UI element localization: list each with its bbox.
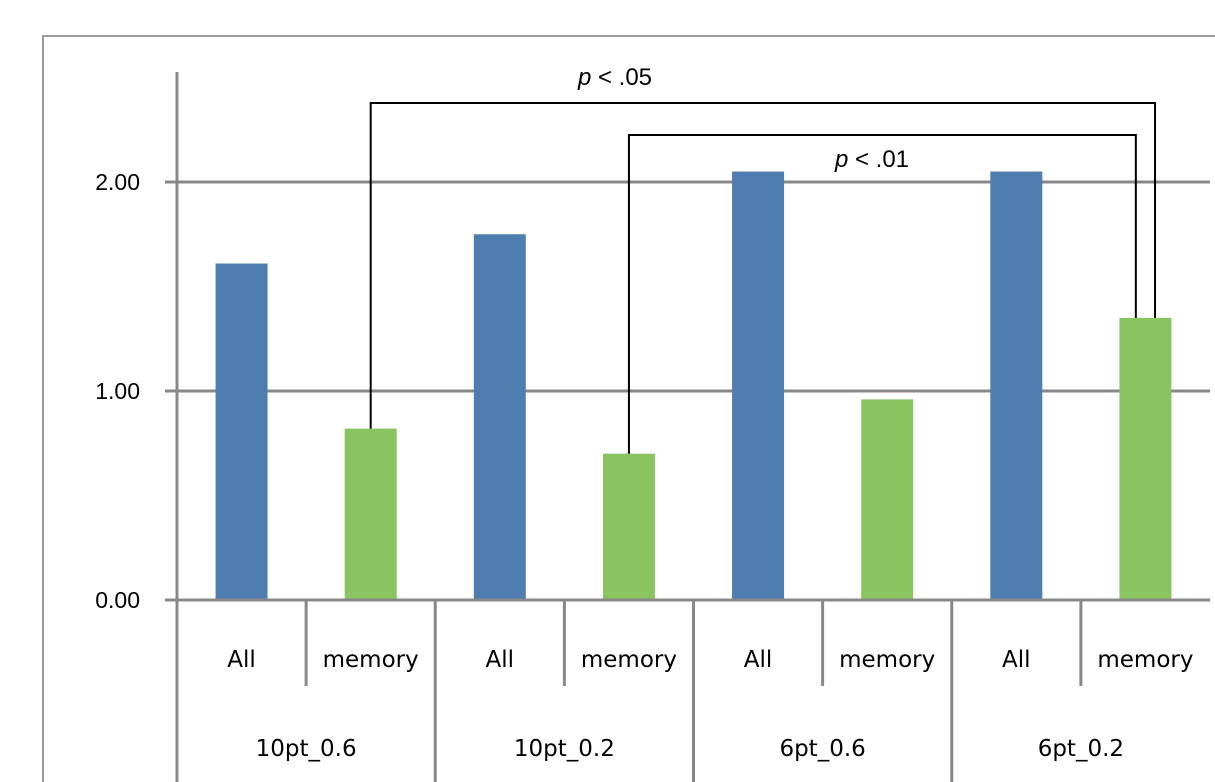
bar-memory bbox=[602, 453, 655, 600]
bar-all bbox=[990, 171, 1043, 601]
category-label: memory bbox=[581, 647, 677, 673]
group-label: 6pt_0.2 bbox=[1038, 736, 1124, 762]
bar-all bbox=[732, 171, 785, 601]
y-tick-label: 2.00 bbox=[95, 169, 140, 195]
significance-bracket bbox=[627, 134, 1137, 454]
bar-memory bbox=[344, 428, 397, 600]
y-tick-label: 1.00 bbox=[95, 378, 140, 404]
group-label: 6pt_0.6 bbox=[779, 736, 865, 762]
group-label: 10pt_0.6 bbox=[256, 736, 357, 762]
significance-label: p < .01 bbox=[834, 146, 909, 173]
category-label: All bbox=[744, 647, 773, 673]
bar-all bbox=[473, 234, 526, 600]
bar-memory bbox=[861, 399, 914, 600]
y-tick-label: 0.00 bbox=[95, 587, 140, 613]
group-label: 10pt_0.2 bbox=[514, 736, 615, 762]
category-label: memory bbox=[323, 647, 419, 673]
bar-all bbox=[215, 263, 268, 600]
chart-area-border bbox=[42, 35, 1215, 782]
category-label: memory bbox=[1097, 647, 1193, 673]
significance-bracket bbox=[369, 102, 1157, 429]
category-label: All bbox=[486, 647, 515, 673]
category-label: All bbox=[227, 647, 256, 673]
bar-memory bbox=[1119, 317, 1172, 600]
category-label: All bbox=[1002, 647, 1031, 673]
category-label: memory bbox=[839, 647, 935, 673]
significance-label: p < .05 bbox=[577, 64, 652, 91]
